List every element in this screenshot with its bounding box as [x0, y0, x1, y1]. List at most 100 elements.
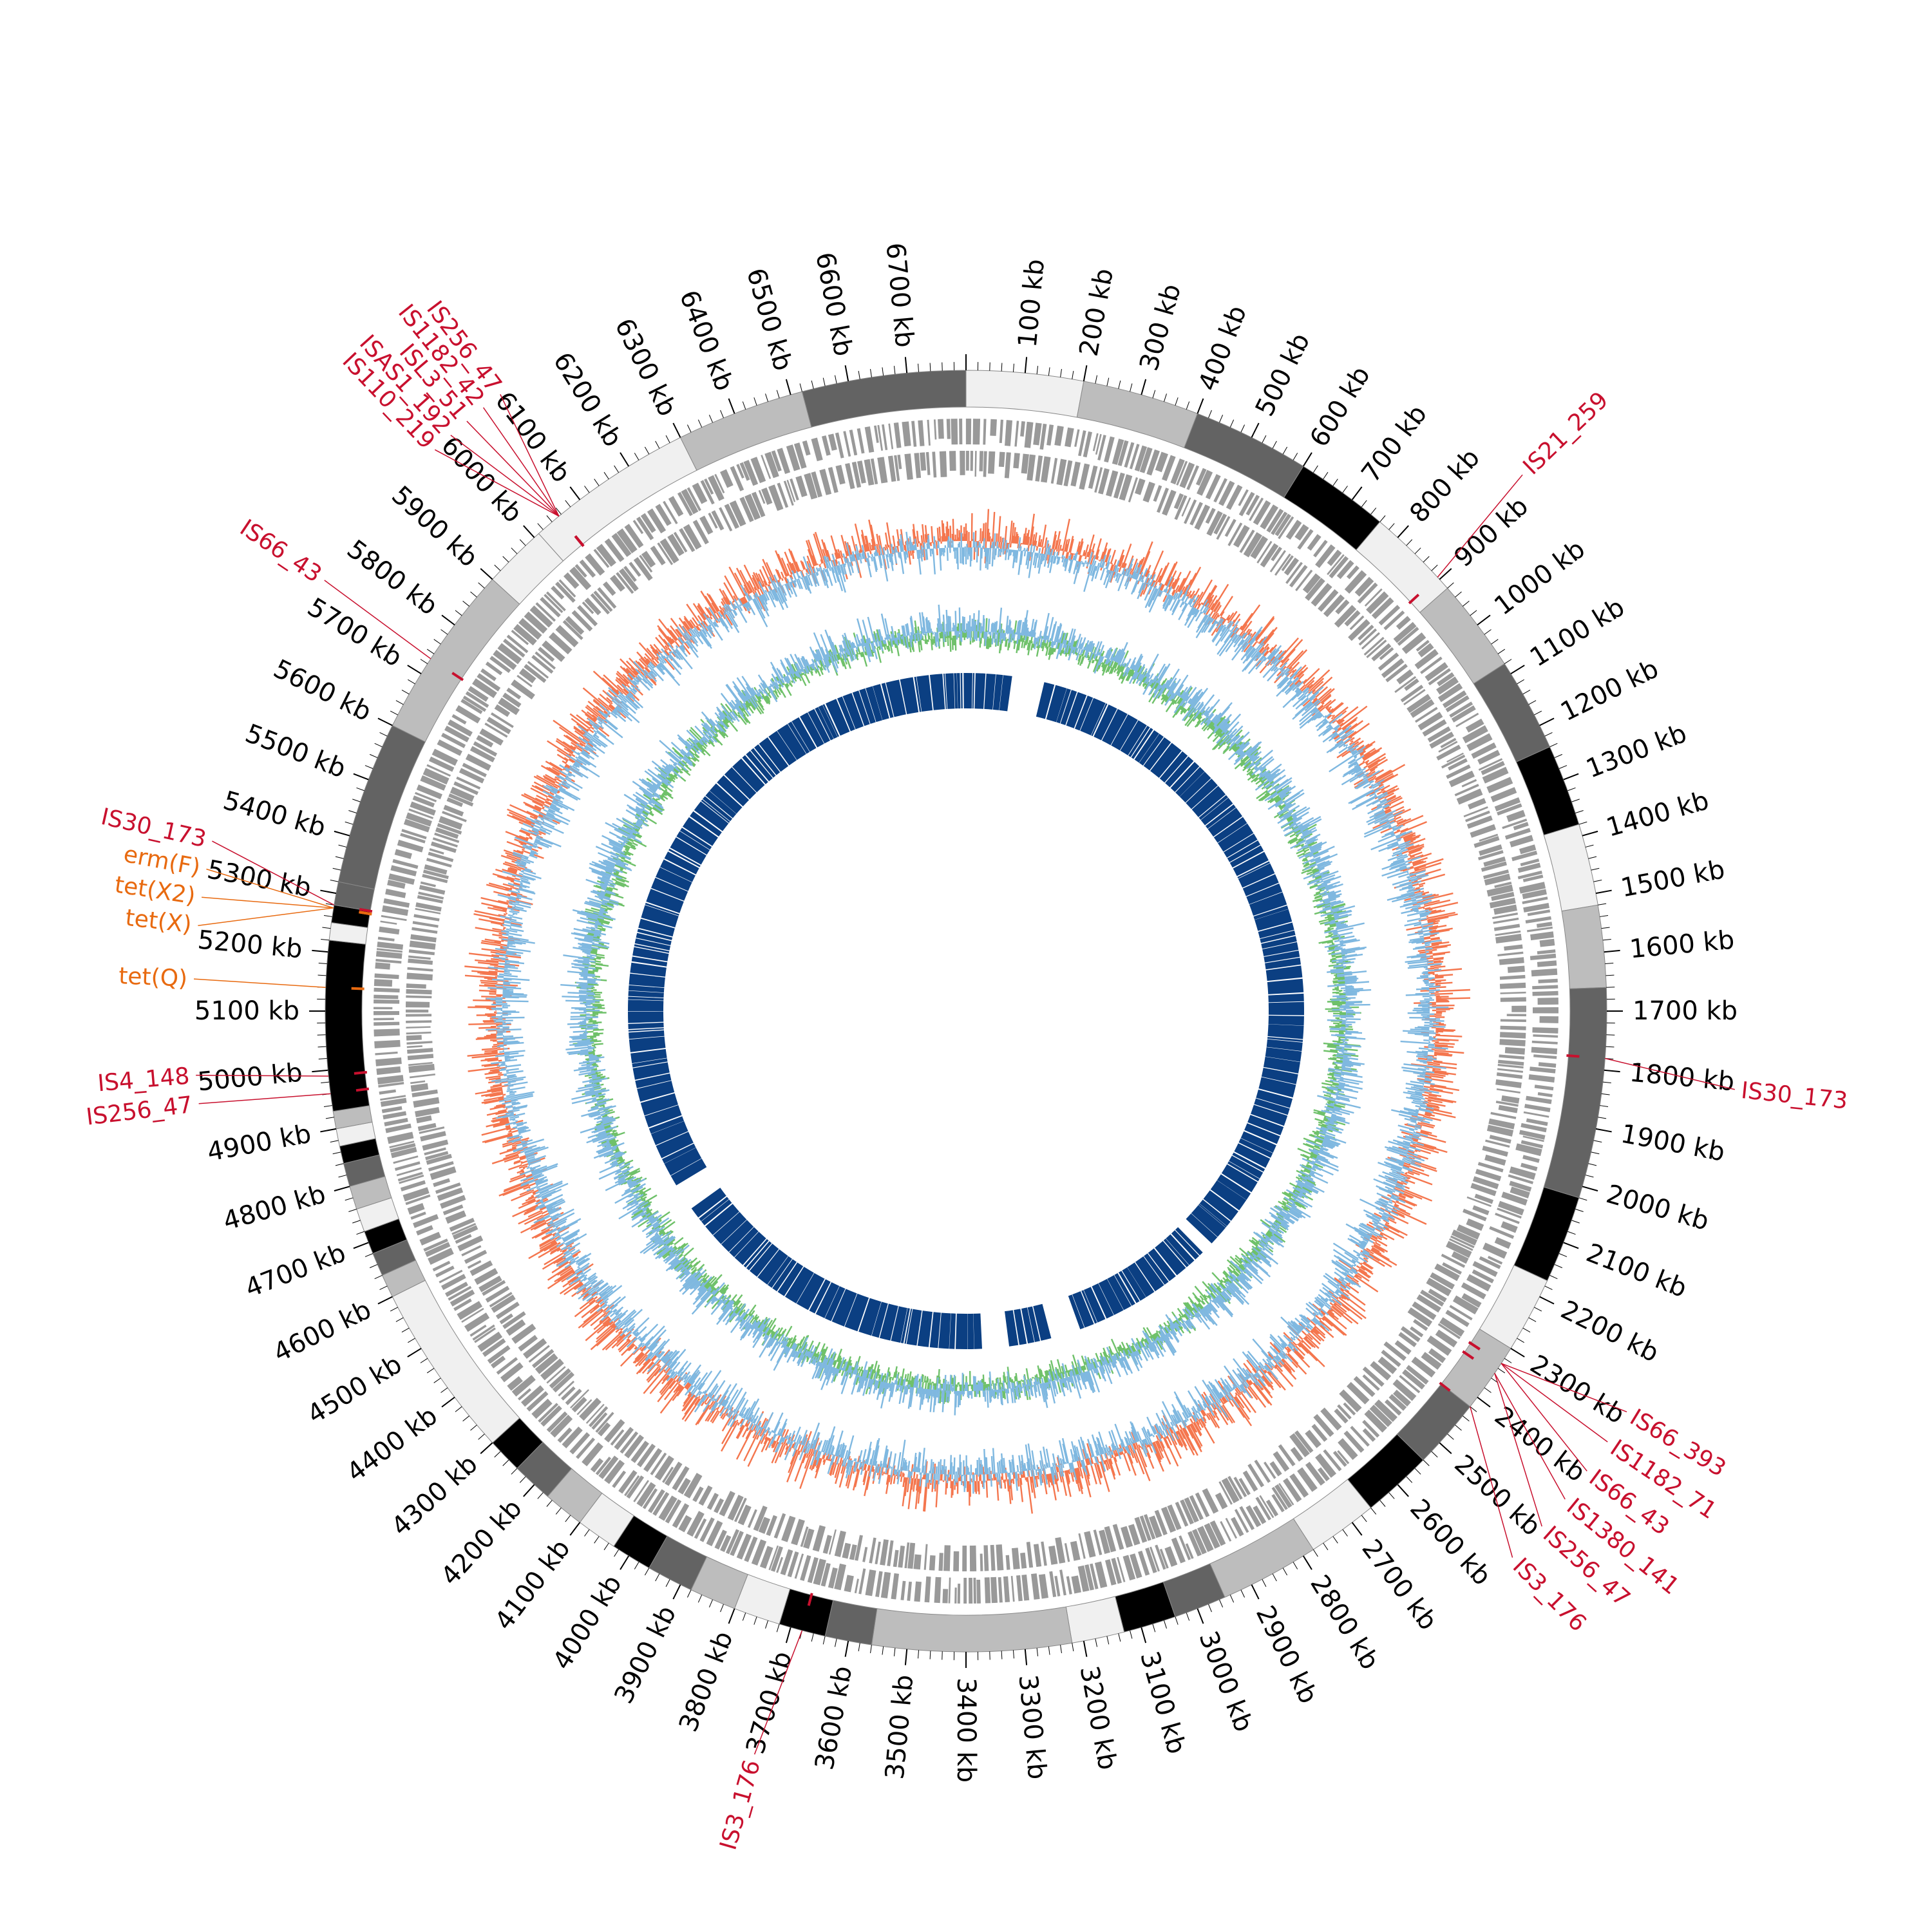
gene-block: [1537, 960, 1557, 967]
gene-block: [591, 1412, 608, 1430]
gene-block: [1530, 1066, 1556, 1074]
gene-block: [1526, 1095, 1552, 1104]
blast-hit-block: [1213, 817, 1247, 843]
gene-block: [1371, 597, 1394, 620]
blast-hit-block: [1238, 1138, 1273, 1158]
gene-block: [998, 1577, 1003, 1603]
gene-block: [1209, 1520, 1226, 1546]
tick-mark: [634, 1562, 639, 1569]
gene-block: [1264, 1461, 1276, 1479]
gene-block: [558, 1380, 575, 1397]
tick-mark: [655, 440, 660, 449]
gene-block: [460, 699, 483, 714]
gene-block: [1466, 1274, 1492, 1292]
gene-block: [616, 528, 638, 554]
gene-block: [535, 1353, 558, 1374]
gene-block: [1318, 589, 1339, 612]
tick-mark: [811, 380, 814, 389]
gene-block: [1396, 669, 1414, 685]
feature-leader-line: [1605, 1057, 1735, 1090]
gene-block: [440, 1195, 466, 1209]
gene-block: [620, 1431, 639, 1454]
gene-block: [857, 428, 865, 454]
gene-block: [887, 455, 896, 482]
gene-block: [1329, 556, 1349, 579]
gene-block: [374, 1021, 400, 1026]
tick-mark: [1517, 1338, 1524, 1343]
gene-block: [565, 1388, 582, 1405]
gene-block: [1498, 1059, 1524, 1066]
gene-block: [1511, 850, 1538, 862]
gene-block: [1406, 1365, 1429, 1385]
gene-block: [376, 1066, 401, 1075]
tick-mark: [1510, 665, 1525, 675]
gene-block: [1472, 1205, 1490, 1216]
gene-block: [983, 451, 987, 477]
gene-block: [844, 1575, 854, 1593]
gene-block: [828, 1567, 838, 1589]
gene-block: [1065, 427, 1074, 448]
gene-block: [502, 1311, 526, 1329]
gene-block: [781, 1515, 796, 1542]
gene-block: [1396, 616, 1411, 630]
gene-block: [1362, 1374, 1380, 1391]
gene-block: [593, 591, 613, 612]
gene-block: [1295, 569, 1313, 592]
gene-block: [585, 553, 605, 576]
gene-block: [1302, 573, 1321, 594]
gene-block: [1461, 779, 1477, 788]
gene-block: [736, 464, 744, 479]
blast-hit-block: [871, 1302, 888, 1338]
gene-block: [1374, 1399, 1397, 1423]
tick-mark: [893, 366, 896, 375]
gene-block: [415, 1106, 440, 1117]
blast-hit-block: [668, 848, 701, 867]
tick-mark: [672, 422, 681, 438]
blast-hit-block: [1175, 1227, 1203, 1256]
gene-block: [477, 673, 501, 692]
gene-block: [1501, 1191, 1528, 1206]
blast-hit-block: [1118, 1271, 1140, 1303]
gene-block: [1479, 1256, 1501, 1269]
gene-block: [786, 444, 800, 471]
tick-mark: [1414, 1468, 1421, 1475]
blast-hit-block: [917, 1311, 933, 1347]
gene-block: [412, 1089, 438, 1097]
ideogram-ring: [325, 370, 1607, 1653]
gene-block: [544, 594, 564, 614]
gene-block: [835, 432, 844, 459]
ideogram-block: [325, 940, 370, 1112]
gene-block: [1465, 810, 1490, 822]
gene-block: [498, 697, 520, 715]
ideogram-block: [1076, 381, 1198, 448]
gene-block: [614, 1426, 634, 1450]
blast-hit-block: [1027, 1306, 1041, 1343]
tick-mark: [603, 1542, 609, 1551]
tick-mark: [776, 390, 780, 399]
tick-mark: [1554, 753, 1563, 758]
gene-block: [751, 491, 766, 518]
tick-mark: [1175, 397, 1179, 406]
tick-mark: [1563, 1242, 1579, 1249]
gene-block: [966, 451, 969, 471]
gene-block: [401, 829, 427, 840]
blast-hit-block: [1021, 1307, 1035, 1344]
blast-hit-block: [1240, 1131, 1276, 1153]
tick-mark: [584, 1529, 590, 1537]
gene-block: [787, 1551, 799, 1578]
gene-block: [1500, 1019, 1526, 1022]
gene-block: [579, 559, 596, 578]
gene-block: [1174, 495, 1188, 520]
gene-block: [943, 1545, 951, 1571]
gene-block: [418, 891, 444, 900]
gene-block: [598, 1455, 619, 1479]
gene-block: [1121, 1526, 1133, 1548]
gene-block: [1400, 685, 1424, 703]
gene-block: [406, 1045, 422, 1048]
gene-block: [1020, 421, 1025, 437]
gene-block: [479, 728, 504, 746]
tick-mark: [1048, 367, 1050, 376]
blast-hit-block: [629, 1030, 665, 1039]
gene-block: [1313, 1414, 1334, 1437]
blast-hit-block: [1265, 1047, 1302, 1062]
